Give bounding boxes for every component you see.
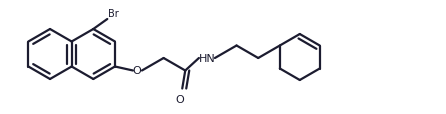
Text: O: O [175,95,184,105]
Text: Br: Br [108,9,119,19]
Text: HN: HN [198,54,215,63]
Text: O: O [132,66,141,76]
